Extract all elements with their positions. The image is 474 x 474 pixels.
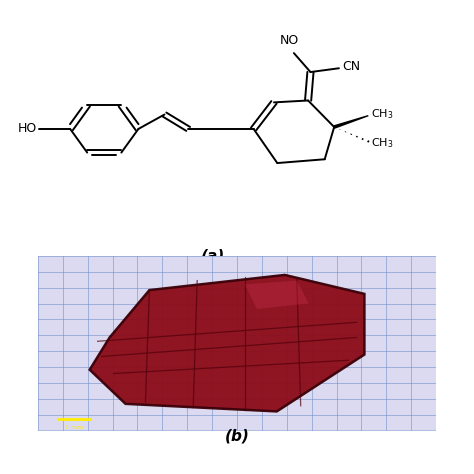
Text: HO: HO [18,122,37,136]
Polygon shape [90,275,365,411]
Text: (b): (b) [225,428,249,444]
Polygon shape [245,281,309,309]
Text: 1 mm: 1 mm [64,425,83,430]
Text: CH$_3$: CH$_3$ [371,107,393,121]
Polygon shape [334,116,368,128]
Text: NO: NO [280,35,299,47]
Text: CN: CN [342,60,360,73]
Text: CH$_3$: CH$_3$ [371,136,393,150]
Text: (a): (a) [201,248,226,264]
